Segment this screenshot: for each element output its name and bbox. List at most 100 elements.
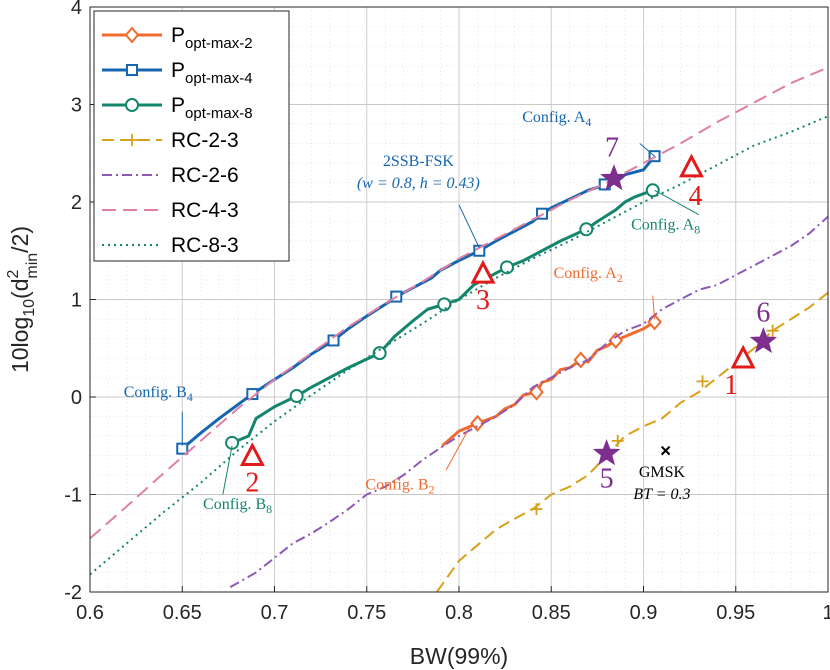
data-point <box>126 64 138 76</box>
data-point <box>327 334 340 347</box>
marker-number: 2 <box>245 467 259 498</box>
annotation-leader <box>222 445 233 495</box>
x-tick-label: 0.8 <box>445 602 473 624</box>
annotation-text: Config. B2 <box>365 477 434 497</box>
annotation-ssb: 2SSB-FSK (w = 0.8, h = 0.43) <box>357 153 480 249</box>
point-layer: 1 2 3 4 5 6 7 <box>239 133 778 498</box>
legend-label: RC-2-3 <box>171 129 239 152</box>
legend-entry: RC-8-3 <box>102 234 239 257</box>
legend-label: RC-2-6 <box>171 164 239 187</box>
marker-point-GMSK <box>660 445 671 456</box>
y-tick-label: -2 <box>64 582 82 604</box>
legend-entry: RC-2-6 <box>102 164 239 187</box>
y-tick-label: 0 <box>71 387 82 409</box>
data-point <box>766 324 779 337</box>
annotation-leader <box>654 189 700 216</box>
x-tick-label: 0.85 <box>532 602 571 624</box>
marker-point-2: 2 <box>239 442 265 498</box>
series-Popt-max-8 <box>225 183 660 450</box>
data-point <box>611 434 624 447</box>
y-tick-label: 3 <box>71 95 82 117</box>
x-tick-label: 0.7 <box>261 602 289 624</box>
data-point <box>125 98 139 112</box>
marker-point-1: 1 <box>724 344 756 401</box>
legend-label: RC-4-3 <box>171 199 239 222</box>
data-point <box>499 260 514 275</box>
cross-marker <box>660 445 671 456</box>
data-point <box>473 244 486 257</box>
annotation-leader <box>652 295 656 320</box>
y-tick-label: 2 <box>71 192 82 214</box>
annotation-leader <box>639 143 655 157</box>
marker-point-5: 5 <box>592 439 621 495</box>
data-point <box>529 383 544 401</box>
series-line <box>89 66 829 540</box>
annotation-text: 2SSB-FSK <box>383 153 455 170</box>
triangle-marker <box>239 442 265 466</box>
legend-entry: RC-2-3 <box>102 129 239 152</box>
triangle-marker <box>730 344 756 369</box>
annotation-a2: Config. A2 <box>554 265 656 320</box>
marker-point-6: 6 <box>749 297 778 354</box>
data-point <box>645 183 660 198</box>
x-tick-label: 0.6 <box>76 602 104 624</box>
data-point <box>225 435 240 450</box>
annotation-layer: Config. A4 Config. A8 Config. A2 Config. B4… <box>124 109 701 516</box>
marker-point-3: 3 <box>470 259 496 316</box>
y-tick-label: 1 <box>71 290 82 312</box>
annotation-b4: Config. B4 <box>124 384 193 446</box>
annotation-b2: Config. B2 <box>365 426 471 497</box>
x-axis-label: BW(99%) <box>410 643 508 669</box>
star-marker <box>749 326 778 354</box>
annotation-b8: Config. B8 <box>203 445 272 516</box>
x-tick-label: 0.75 <box>347 602 386 624</box>
marker-number: 7 <box>605 133 619 164</box>
triangle-marker <box>678 153 704 178</box>
marker-number: 5 <box>600 464 614 495</box>
annotation-a8: Config. A8 <box>631 189 700 236</box>
series-line <box>229 215 829 588</box>
series-layer <box>89 66 829 593</box>
data-point <box>289 389 304 404</box>
annotation-text: Config. B8 <box>203 496 272 516</box>
annotation-text: Config. A4 <box>522 109 591 129</box>
star-marker <box>592 439 621 466</box>
x-tick-label: 0.9 <box>630 602 658 624</box>
annotation-gmsk: GMSK BT = 0.3 <box>633 464 690 503</box>
data-point <box>579 222 594 237</box>
x-tick-label: 0.95 <box>716 602 755 624</box>
annotation-text: GMSK <box>639 464 686 481</box>
annotation-leader <box>458 204 480 249</box>
tick-layer: 0.6 0.65 0.7 0.75 0.8 0.85 0.9 0.95 1 -2 -1 0 1 2 3 4 <box>64 0 830 624</box>
series-RC-8-3 <box>89 115 829 576</box>
legend-label: RC-8-3 <box>171 234 239 257</box>
marker-number: 3 <box>476 285 490 316</box>
annotation-text-line2: (w = 0.8, h = 0.43) <box>357 175 480 192</box>
data-point <box>437 297 452 312</box>
annotation-a4: Config. A4 <box>522 109 655 157</box>
annotation-text: Config. B4 <box>124 384 193 404</box>
legend-entry: Popt-max-4 <box>102 59 253 87</box>
marker-point-7: 7 <box>600 133 628 191</box>
data-point <box>573 351 589 369</box>
annotation-text-line2: BT = 0.3 <box>633 486 690 503</box>
annotation-text: Config. A8 <box>631 216 700 236</box>
series-RC-2-6 <box>229 215 829 588</box>
annotation-text: Config. A2 <box>554 265 623 285</box>
marker-number: 6 <box>756 297 770 328</box>
y-tick-label: -1 <box>64 485 82 507</box>
marker-number: 1 <box>724 370 738 401</box>
series-line <box>89 115 829 576</box>
data-point <box>696 375 709 388</box>
legend-box <box>93 10 290 262</box>
marker-point-4: 4 <box>678 153 704 212</box>
star-marker <box>600 164 628 191</box>
x-tick-label: 1 <box>822 602 830 624</box>
legend-entry: RC-4-3 <box>102 199 239 222</box>
annotation-leader <box>445 426 471 471</box>
data-point <box>124 26 140 44</box>
y-tick-label: 4 <box>71 0 82 19</box>
legend: Popt-max-2Popt-max-4Popt-max-8RC-2-3RC-2… <box>93 10 290 262</box>
triangle-marker <box>470 259 496 284</box>
